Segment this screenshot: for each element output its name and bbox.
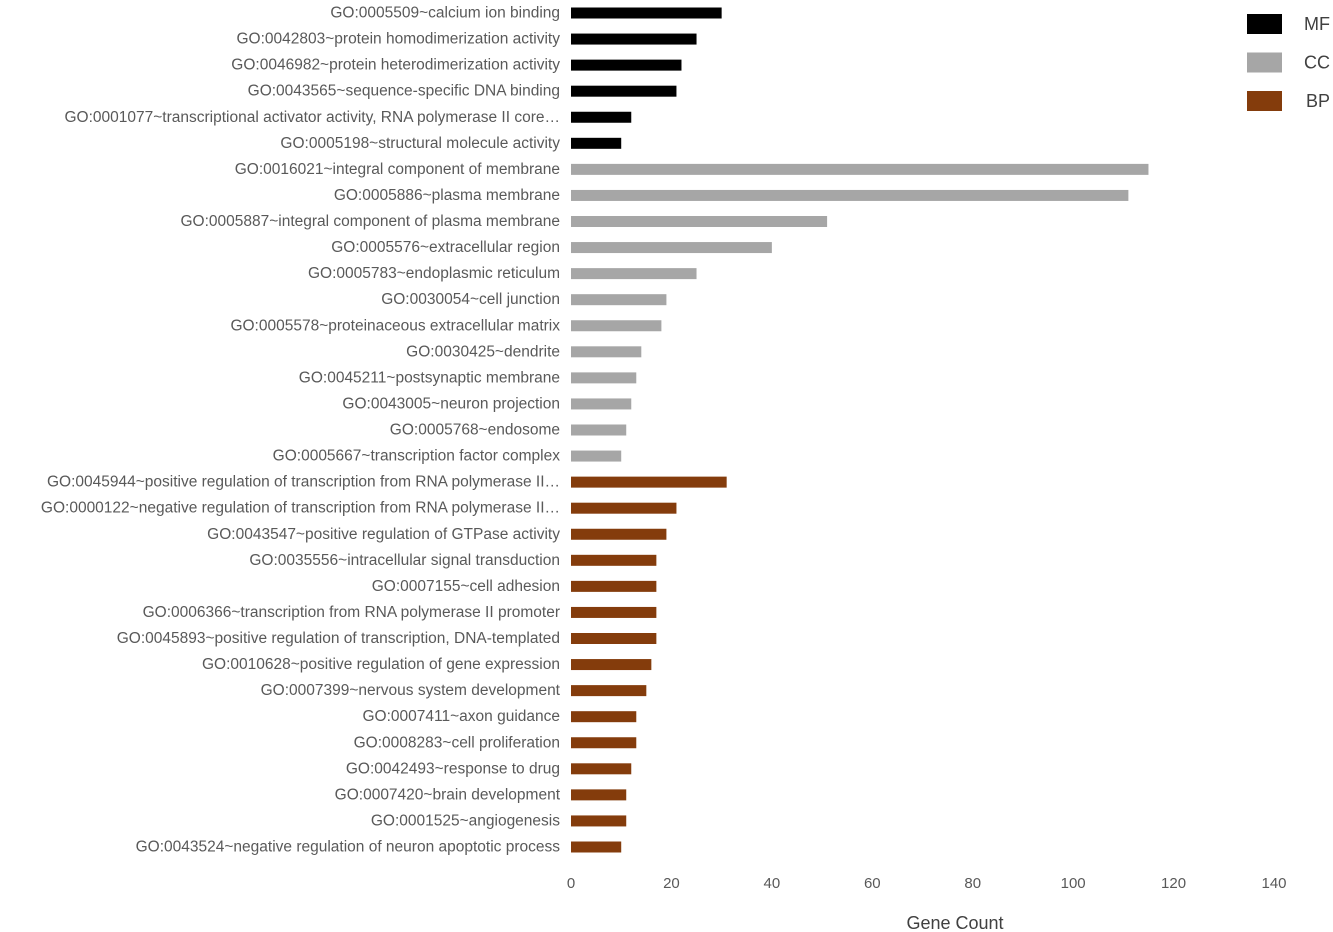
- category-label-11: GO:0030054~cell junction: [381, 291, 560, 308]
- category-label-17: GO:0005667~transcription factor complex: [273, 448, 561, 465]
- x-tick-label-2: 40: [764, 875, 781, 892]
- x-tick-label-3: 60: [864, 875, 881, 892]
- bar-mf-3: [571, 85, 677, 97]
- category-label-12: GO:0005578~proteinaceous extracellular m…: [230, 317, 560, 334]
- category-label-20: GO:0043547~positive regulation of GTPase…: [207, 526, 560, 543]
- bar-mf-5: [571, 137, 622, 149]
- bar-mf-1: [571, 33, 697, 45]
- x-axis-title: Gene Count: [906, 913, 1003, 932]
- category-label-10: GO:0005783~endoplasmic reticulum: [308, 265, 560, 282]
- category-label-24: GO:0045893~positive regulation of transc…: [117, 630, 560, 647]
- bar-bp-27: [571, 711, 637, 723]
- bar-bp-20: [571, 528, 667, 540]
- bars-group: [571, 7, 1149, 853]
- bar-cc-14: [571, 372, 637, 384]
- bar-bp-28: [571, 737, 637, 749]
- bar-cc-10: [571, 268, 697, 280]
- x-tick-label-1: 20: [663, 875, 680, 892]
- category-label-15: GO:0043005~neuron projection: [342, 395, 560, 412]
- category-label-18: GO:0045944~positive regulation of transc…: [47, 474, 560, 491]
- bar-cc-17: [571, 450, 622, 462]
- bar-cc-13: [571, 346, 642, 358]
- x-tick-label-6: 120: [1161, 875, 1186, 892]
- x-tick-label-5: 100: [1061, 875, 1086, 892]
- category-label-3: GO:0043565~sequence-specific DNA binding: [248, 83, 560, 100]
- category-label-1: GO:0042803~protein homodimerization acti…: [236, 31, 560, 48]
- bar-cc-7: [571, 189, 1129, 201]
- x-tick-label-4: 80: [964, 875, 981, 892]
- legend-label-bp: BP: [1306, 91, 1330, 111]
- category-label-7: GO:0005886~plasma membrane: [334, 187, 560, 204]
- legend-label-mf: MF: [1304, 14, 1330, 34]
- category-label-29: GO:0042493~response to drug: [346, 760, 560, 777]
- x-tick-label-0: 0: [567, 875, 575, 892]
- category-label-16: GO:0005768~endosome: [390, 422, 560, 439]
- bar-bp-26: [571, 685, 647, 697]
- category-label-22: GO:0007155~cell adhesion: [372, 578, 560, 595]
- bar-cc-6: [571, 163, 1149, 175]
- x-axis-ticks-group: 0 20 40 60 80 100 120 140: [567, 875, 1287, 892]
- bar-bp-32: [571, 841, 622, 853]
- category-label-2: GO:0046982~protein heterodimerization ac…: [231, 57, 560, 74]
- bar-bp-31: [571, 815, 627, 827]
- bar-cc-11: [571, 294, 667, 306]
- bar-mf-0: [571, 7, 722, 19]
- x-tick-label-7: 140: [1261, 875, 1286, 892]
- category-label-9: GO:0005576~extracellular region: [331, 239, 560, 256]
- bar-cc-9: [571, 242, 772, 254]
- bar-bp-25: [571, 659, 652, 671]
- category-label-31: GO:0001525~angiogenesis: [371, 812, 560, 829]
- category-label-32: GO:0043524~negative regulation of neuron…: [136, 839, 561, 856]
- category-label-26: GO:0007399~nervous system development: [261, 682, 561, 699]
- bar-cc-8: [571, 216, 828, 227]
- category-label-21: GO:0035556~intracellular signal transduc…: [249, 552, 560, 569]
- category-label-14: GO:0045211~postsynaptic membrane: [299, 369, 560, 386]
- category-label-27: GO:0007411~axon guidance: [363, 708, 561, 725]
- bar-bp-29: [571, 763, 632, 775]
- bar-bp-19: [571, 502, 677, 514]
- category-label-4: GO:0001077~transcriptional activator act…: [64, 109, 560, 126]
- category-label-8: GO:0005887~integral component of plasma …: [180, 213, 560, 230]
- legend-swatch-bp: [1247, 91, 1282, 111]
- bar-bp-22: [571, 580, 657, 592]
- category-label-19: GO:0000122~negative regulation of transc…: [41, 500, 560, 517]
- legend: MF CC BP: [1247, 14, 1330, 111]
- legend-swatch-mf: [1247, 14, 1282, 34]
- category-label-13: GO:0030425~dendrite: [406, 343, 560, 360]
- bar-mf-4: [571, 111, 632, 123]
- category-label-23: GO:0006366~transcription from RNA polyme…: [143, 604, 560, 621]
- category-labels-group: GO:0005509~calcium ion binding GO:0042803…: [41, 5, 561, 856]
- category-label-30: GO:0007420~brain development: [335, 786, 561, 803]
- category-label-0: GO:0005509~calcium ion binding: [330, 5, 560, 22]
- legend-swatch-cc: [1247, 52, 1282, 73]
- bar-bp-18: [571, 476, 727, 488]
- bar-bp-24: [571, 633, 657, 644]
- bar-bp-23: [571, 606, 657, 618]
- bar-cc-12: [571, 320, 662, 332]
- bar-mf-2: [571, 59, 682, 71]
- bar-cc-15: [571, 398, 632, 410]
- legend-label-cc: CC: [1304, 53, 1330, 73]
- category-label-6: GO:0016021~integral component of membran…: [235, 161, 560, 178]
- bar-bp-21: [571, 554, 657, 566]
- bar-bp-30: [571, 789, 627, 801]
- category-label-5: GO:0005198~structural molecule activity: [280, 135, 560, 152]
- bar-cc-16: [571, 424, 627, 436]
- category-label-28: GO:0008283~cell proliferation: [354, 734, 560, 751]
- category-label-25: GO:0010628~positive regulation of gene e…: [202, 656, 560, 673]
